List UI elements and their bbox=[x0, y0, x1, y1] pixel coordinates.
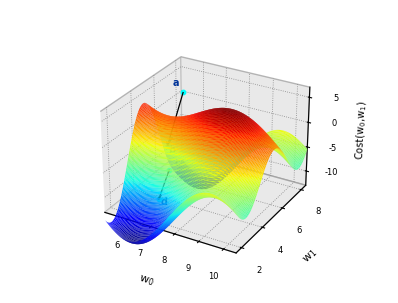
Y-axis label: w$_1$: w$_1$ bbox=[300, 247, 320, 266]
X-axis label: w$_0$: w$_0$ bbox=[137, 273, 155, 289]
